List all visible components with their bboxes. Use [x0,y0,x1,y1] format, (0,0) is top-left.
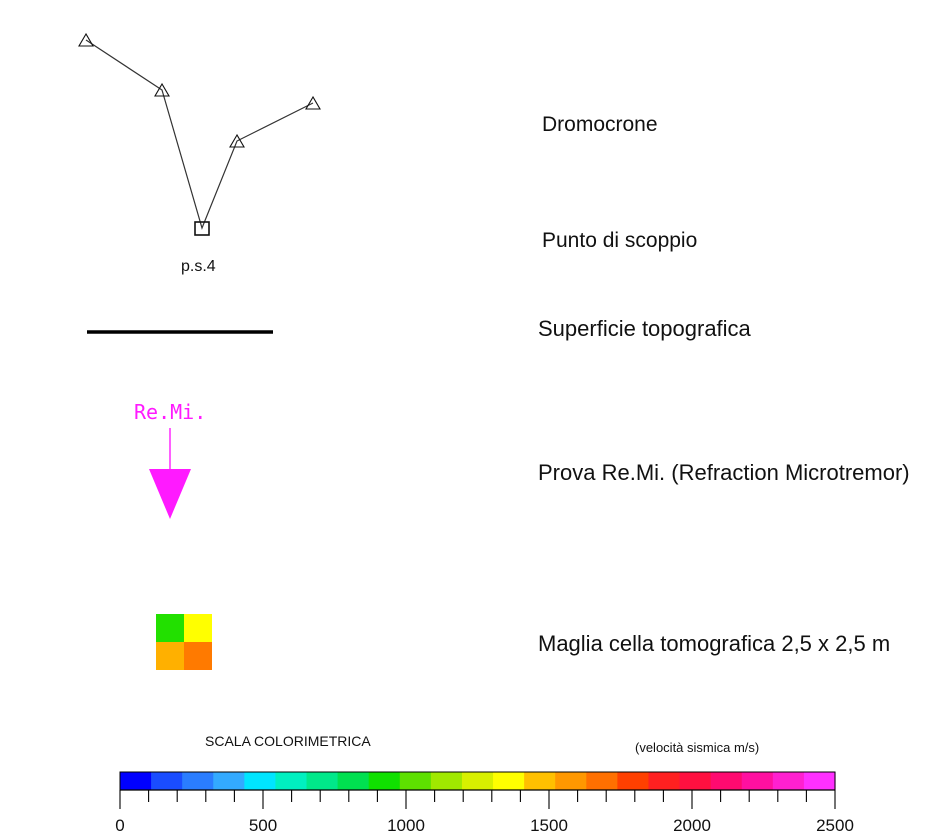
remi-test-label: Prova Re.Mi. (Refraction Microtremor) [538,460,910,485]
shot-point-marker-label: p.s.4 [181,258,216,275]
color-scale-segment [586,772,618,790]
tomographic-cell-label: Maglia cella tomografica 2,5 x 2,5 m [538,631,891,656]
color-scale-tick-label: 1000 [387,816,425,835]
color-scale-segment [430,772,463,790]
color-scale-segment [399,772,432,790]
color-scale-segment [772,772,805,790]
tomographic-cell-square [184,614,212,642]
color-scale-segment [803,772,836,790]
travel-time-curves-label: Dromocrone [542,113,658,136]
color-scale-segment [213,772,245,790]
color-scale-segment [306,772,339,790]
color-scale-segment [493,772,525,790]
geophone-triangle-icon [78,32,94,47]
geophone-triangle-icon [305,95,321,110]
travel-time-curve-symbol [78,32,321,230]
color-scale-segment [337,772,370,790]
shot-point-square-icon [194,221,210,236]
tomographic-cell-square [156,614,184,642]
color-scale-tick-label: 1500 [530,816,568,835]
color-scale-unit-label: (velocità sismica m/s) [635,740,760,755]
tomographic-cell-square [156,642,184,670]
tomographic-cell-symbol [156,614,212,670]
color-scale-segment [368,772,401,790]
color-scale-segment [524,772,556,790]
color-scale-segment [741,772,774,790]
color-scale-bar [119,771,836,791]
color-scale-segment [679,772,712,790]
color-scale-tick-label: 0 [115,816,125,835]
remi-marker-label: Re.Mi. [134,400,207,424]
color-scale-segment [461,772,494,790]
color-scale-segment [617,772,650,790]
color-scale-segment [648,772,681,790]
color-scale-tick-label: 2500 [816,816,854,835]
color-scale-segment [244,772,277,790]
color-scale-segment [710,772,743,790]
color-scale-segment [151,772,183,790]
color-scale-tick-label: 2000 [673,816,711,835]
geophone-triangle-icon [229,133,245,148]
geophone-triangle-icon [154,82,170,97]
tomographic-cell-square [184,642,212,670]
color-scale-segment [275,772,308,790]
color-scale-segment [555,772,587,790]
topographic-surface-label: Superficie topografica [538,316,751,341]
color-scale-ticks [119,789,836,809]
remi-marker-symbol [149,428,191,519]
remi-arrow-icon [149,469,191,519]
color-scale-segment [182,772,214,790]
color-scale-title: SCALA COLORIMETRICA [205,733,371,749]
color-scale-tick-label: 500 [248,816,278,835]
color-scale-segment [120,772,152,790]
shot-point-label: Punto di scoppio [542,229,698,252]
